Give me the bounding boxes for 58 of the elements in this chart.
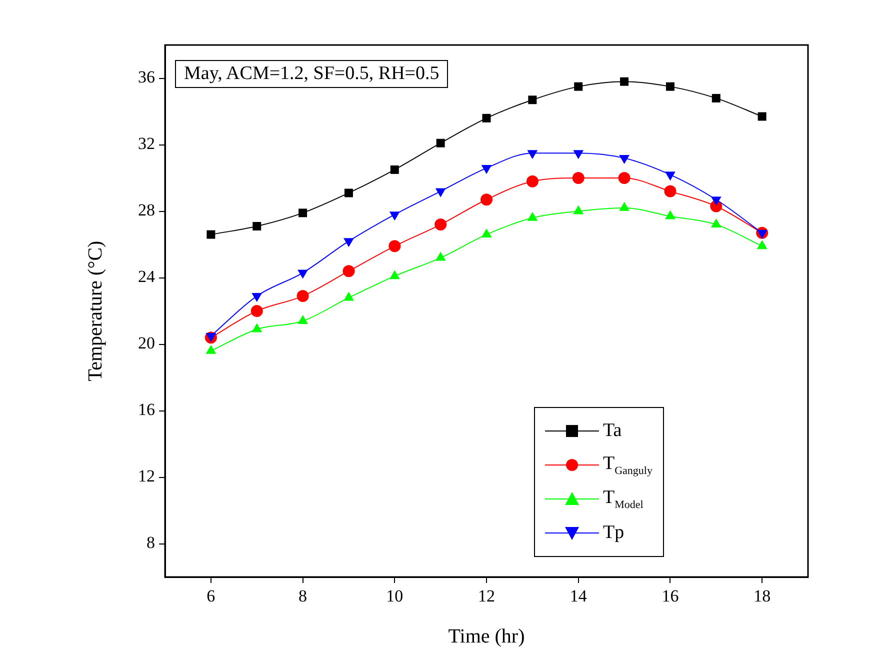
point — [618, 172, 630, 184]
y-tick-label: 12 — [138, 466, 155, 486]
point — [388, 240, 401, 252]
y-tick-label: 8 — [146, 533, 155, 552]
point — [712, 94, 720, 102]
legend-label: Tp — [603, 522, 624, 544]
point — [756, 240, 768, 250]
point — [527, 212, 538, 221]
point — [710, 218, 722, 228]
legend-label: T$_{Model}$ — [603, 487, 644, 511]
point — [620, 77, 629, 86]
legend-label: Ta — [603, 420, 622, 442]
point — [206, 344, 216, 354]
point — [482, 114, 491, 122]
x-tick-label: 18 — [754, 586, 771, 606]
point — [206, 230, 216, 239]
point — [665, 210, 676, 220]
point — [389, 270, 400, 280]
y-tick-label: 32 — [138, 134, 155, 154]
point — [298, 314, 308, 324]
point — [390, 165, 399, 174]
y-tick-label: 36 — [138, 68, 155, 87]
point — [344, 292, 354, 301]
point — [526, 175, 538, 188]
point — [574, 82, 583, 91]
point — [250, 305, 263, 317]
point — [572, 172, 584, 184]
point — [619, 202, 630, 211]
x-tick-label: 6 — [206, 586, 216, 606]
point — [573, 205, 584, 214]
point — [252, 222, 262, 230]
y-tick-label: 20 — [138, 334, 155, 353]
point — [252, 323, 262, 332]
point — [436, 138, 445, 148]
point — [480, 194, 492, 206]
y-tick-label: 24 — [138, 267, 156, 286]
x-tick-label: 8 — [298, 586, 308, 606]
legend-label: T$_{Ganguly}$ — [603, 453, 652, 477]
point — [666, 82, 674, 91]
x-tick-label: 16 — [662, 586, 679, 606]
point — [664, 185, 676, 198]
point — [758, 112, 766, 121]
point — [342, 265, 355, 278]
annotation: May, ACM=1.2, SF=0.5, RH=0.5 — [184, 63, 440, 85]
point — [344, 188, 353, 198]
y-tick-label: 16 — [138, 400, 155, 420]
point — [435, 252, 446, 261]
point — [296, 290, 309, 302]
point — [528, 96, 537, 104]
x-tick-label: 14 — [570, 586, 588, 606]
x-tick-label: 12 — [478, 586, 495, 606]
point — [298, 208, 308, 218]
x-tick-label: 10 — [386, 586, 404, 606]
point — [481, 228, 492, 238]
x-axis-title: Time (hr) — [448, 625, 525, 648]
point — [434, 218, 447, 231]
y-axis-title: Temperature (°C) — [84, 240, 106, 382]
y-tick-label: 28 — [138, 200, 155, 220]
